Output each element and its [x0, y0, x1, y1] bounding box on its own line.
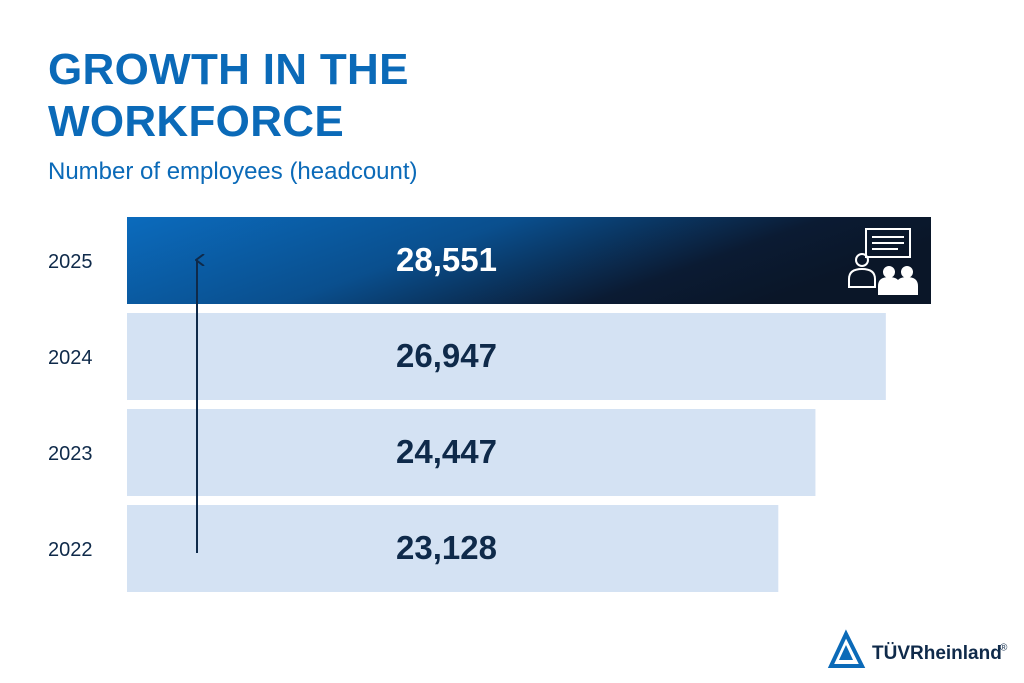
value-label: 23,128	[396, 529, 497, 566]
bar	[127, 505, 779, 592]
people-icon	[848, 228, 918, 295]
logo-mark: ®	[1000, 643, 1008, 654]
value-label: 24,447	[396, 433, 497, 470]
logo-text: TÜVRheinland	[872, 643, 1002, 664]
chart-subtitle: Number of employees (headcount)	[48, 158, 418, 185]
bar	[127, 217, 931, 304]
value-label: 26,947	[396, 337, 497, 374]
category-label: 2024	[48, 347, 93, 369]
category-label: 2025	[48, 251, 93, 273]
value-label: 28,551	[396, 241, 497, 278]
chart-title: GROWTH IN THE WORKFORCE	[48, 45, 409, 146]
bar	[127, 313, 886, 400]
category-label: 2022	[48, 539, 93, 561]
category-label: 2023	[48, 443, 93, 465]
bar	[127, 409, 816, 496]
logo: TÜVRheinland ®	[827, 629, 1008, 668]
